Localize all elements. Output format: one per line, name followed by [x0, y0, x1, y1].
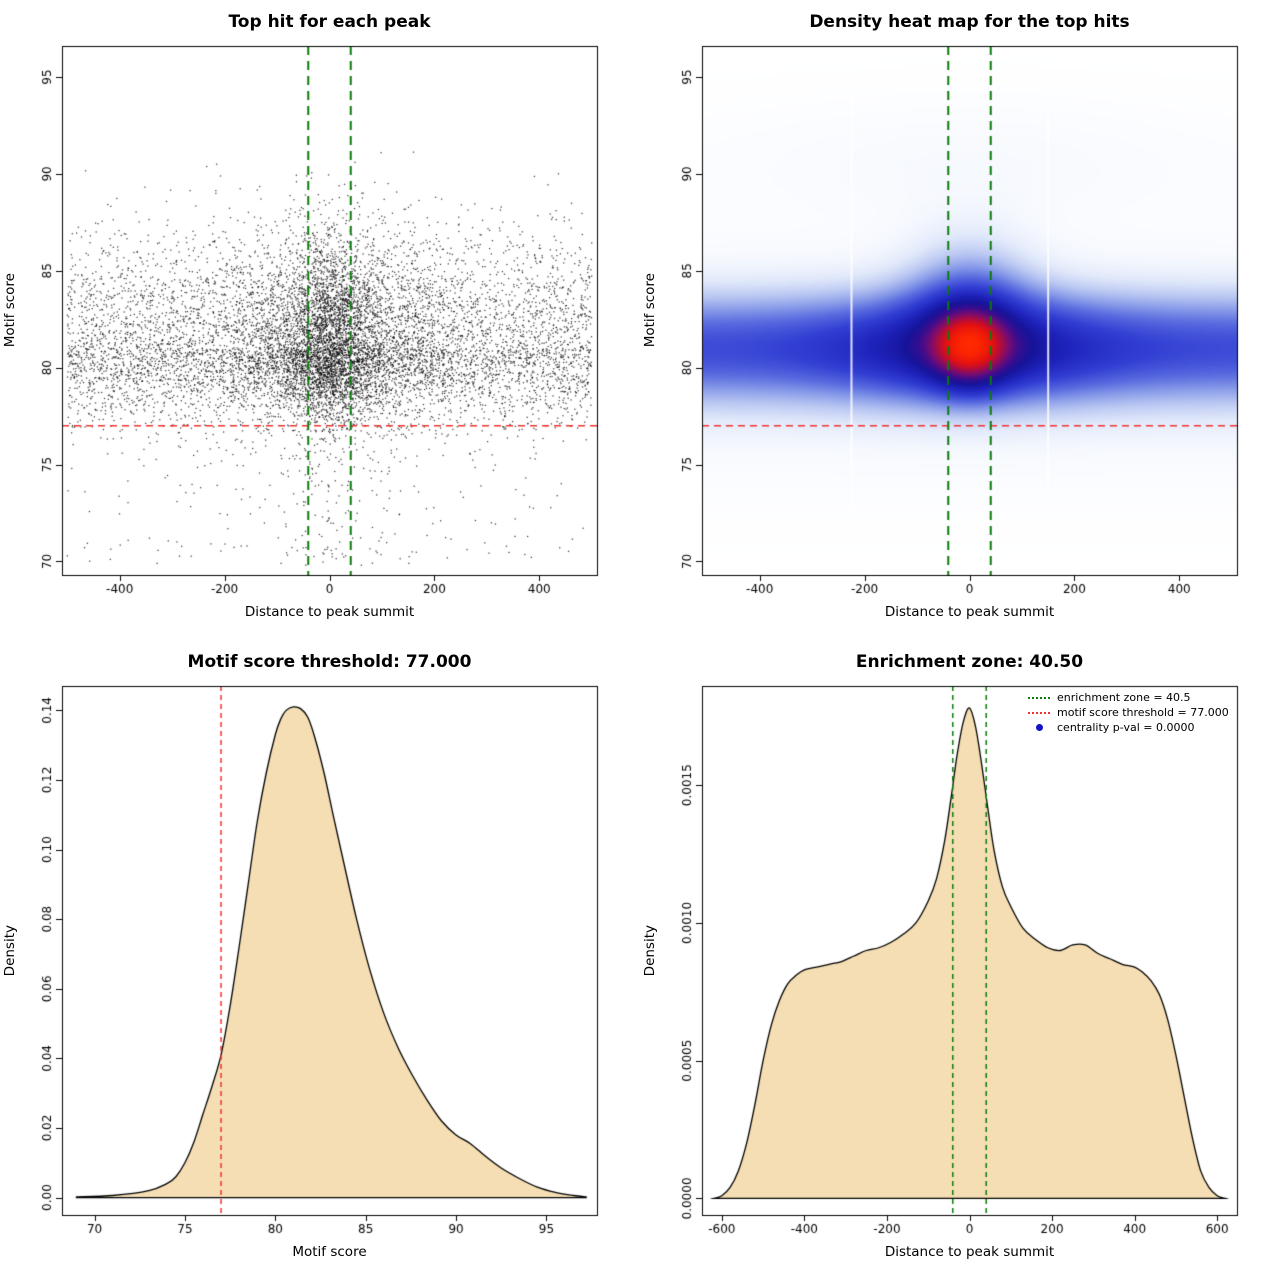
scatter-ylabel: Motif score: [2, 273, 18, 348]
legend-label: motif score threshold = 77.000: [1057, 706, 1229, 719]
legend-sample: [1026, 711, 1052, 714]
distance-density-ylabel: Density: [642, 924, 658, 977]
score-density-canvas: [0, 640, 640, 1280]
panel-score-density: Motif score threshold: 77.000 Motif scor…: [0, 640, 640, 1280]
distance-density-canvas: [640, 640, 1280, 1280]
score-density-title: Motif score threshold: 77.000: [187, 652, 472, 672]
legend-row: enrichment zone = 40.5: [1026, 690, 1229, 705]
panel-distance-density: Enrichment zone: 40.50 Distance to peak …: [640, 640, 1280, 1280]
scatter-xlabel: Distance to peak summit: [244, 604, 415, 620]
panel-top-hit-scatter: Top hit for each peak Distance to peak s…: [0, 0, 640, 640]
legend-row: centrality p-val = 0.0000: [1026, 720, 1229, 735]
distance-density-ylabel-wrap: Density: [640, 686, 660, 1215]
heatmap-ylabel: Motif score: [642, 273, 658, 348]
legend-row: motif score threshold = 77.000: [1026, 705, 1229, 720]
heatmap-title: Density heat map for the top hits: [809, 12, 1130, 32]
legend: enrichment zone = 40.5 motif score thresh…: [1026, 690, 1229, 735]
enrichment-zone-line-icon: [1028, 696, 1050, 699]
legend-label: centrality p-val = 0.0000: [1057, 721, 1195, 734]
score-density-ylabel-wrap: Density: [0, 686, 20, 1215]
distance-density-xlabel: Distance to peak summit: [884, 1244, 1055, 1260]
legend-sample: [1026, 724, 1052, 731]
heatmap-xlabel: Distance to peak summit: [884, 604, 1055, 620]
scatter-title: Top hit for each peak: [228, 12, 431, 32]
heatmap-ylabel-wrap: Motif score: [640, 46, 660, 575]
panel-density-heatmap: Density heat map for the top hits Distan…: [640, 0, 1280, 640]
legend-label: enrichment zone = 40.5: [1057, 691, 1191, 704]
distance-density-title: Enrichment zone: 40.50: [855, 652, 1084, 672]
score-density-ylabel: Density: [2, 924, 18, 977]
scatter-plot-canvas: [0, 0, 640, 640]
score-density-xlabel: Motif score: [292, 1244, 367, 1260]
centrality-pval-dot-icon: [1035, 724, 1043, 731]
threshold-line-icon: [1028, 711, 1050, 714]
scatter-ylabel-wrap: Motif score: [0, 46, 20, 575]
heatmap-plot-canvas: [640, 0, 1280, 640]
legend-sample: [1026, 696, 1052, 699]
